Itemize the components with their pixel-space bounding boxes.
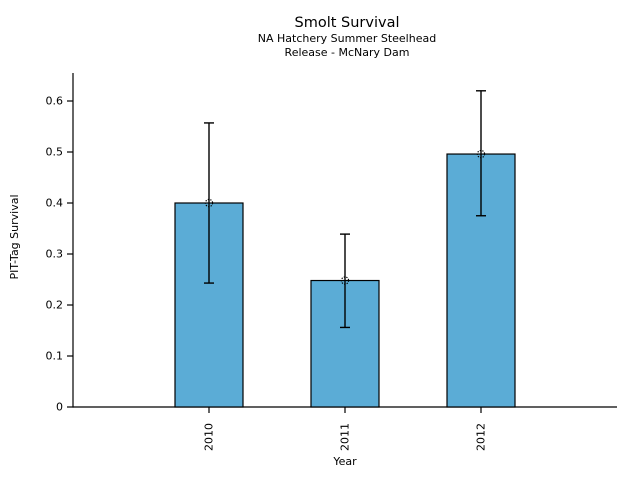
- y-tick-label: 0.6: [46, 95, 64, 108]
- y-tick-label: 0.2: [46, 299, 64, 312]
- chart-subtitle-line2: Release - McNary Dam: [285, 46, 410, 59]
- y-tick-label: 0.4: [46, 197, 64, 210]
- plot-area: 0 0.1 0.2 0.3 0.4 0.5 0.6 2010 2011 2012: [46, 73, 617, 451]
- x-axis-label: Year: [332, 455, 357, 468]
- chart-subtitle-line1: NA Hatchery Summer Steelhead: [258, 32, 436, 45]
- x-tick-label-2011: 2011: [339, 423, 352, 451]
- y-tick-label: 0: [56, 401, 63, 414]
- chart-title: Smolt Survival: [295, 15, 400, 31]
- data-point-marker-2011: [340, 276, 350, 285]
- x-tick-label-2012: 2012: [475, 423, 488, 451]
- y-axis-label: PIT-Tag Survival: [8, 194, 21, 279]
- y-tick-label: 0.5: [46, 146, 64, 159]
- y-tick-label: 0.1: [46, 350, 64, 363]
- y-tick-label: 0.3: [46, 248, 64, 261]
- data-point-marker-2012: [476, 149, 486, 159]
- data-point-marker-2010: [204, 198, 214, 208]
- x-tick-label-2010: 2010: [203, 423, 216, 451]
